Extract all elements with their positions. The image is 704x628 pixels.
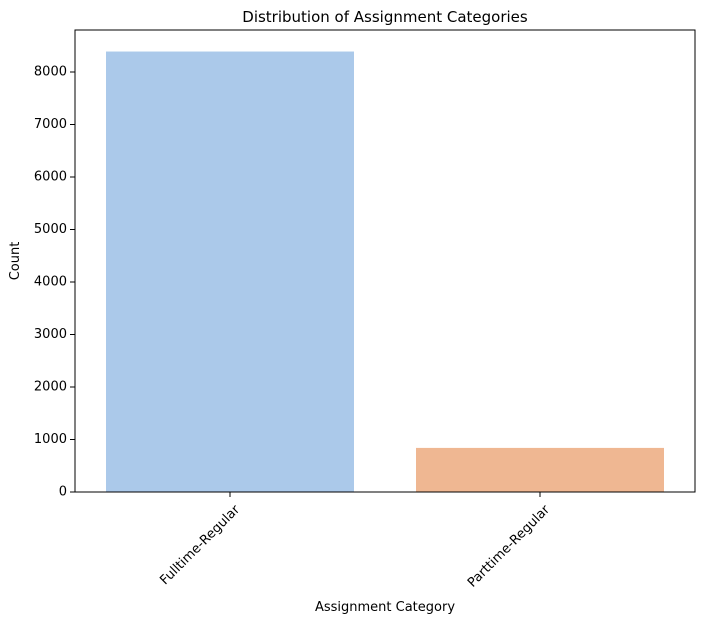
chart-title: Distribution of Assignment Categories [242, 8, 528, 26]
bars-layer [106, 51, 664, 492]
y-tick-label: 0 [59, 485, 67, 500]
y-tick-label: 7000 [34, 117, 67, 132]
x-axis-label: Assignment Category [315, 600, 455, 615]
x-tick-label: Parttime-Regular [465, 502, 554, 591]
y-axis-label: Count [8, 242, 23, 281]
y-tick-label: 4000 [34, 275, 67, 290]
bar-fulltime-regular [106, 51, 354, 492]
y-tick-label: 5000 [34, 222, 67, 237]
y-tick-label: 6000 [34, 170, 67, 185]
bar-parttime-regular [416, 447, 664, 492]
x-tick-label: Fulltime-Regular [157, 502, 243, 588]
y-tick-label: 8000 [34, 65, 67, 80]
plot-frame [74, 29, 696, 493]
y-tick-label: 2000 [34, 380, 67, 395]
y-axis-ticks: 0 1000 2000 3000 4000 5000 6000 7000 8000 [34, 65, 75, 500]
x-axis-ticks: Fulltime-Regular Parttime-Regular [157, 492, 554, 591]
y-tick-label: 3000 [34, 327, 67, 342]
y-tick-label: 1000 [34, 432, 67, 447]
